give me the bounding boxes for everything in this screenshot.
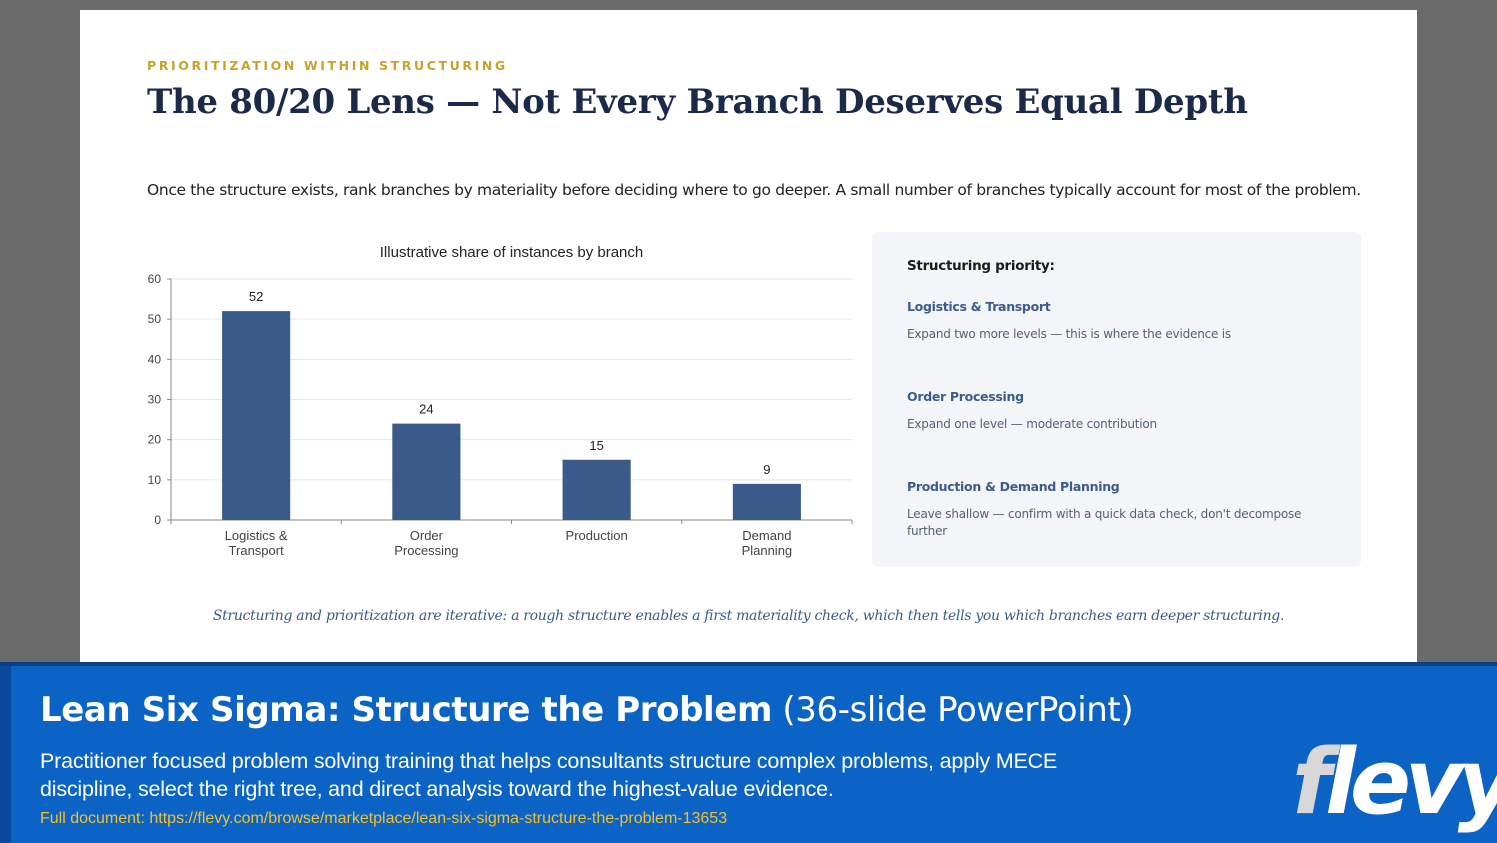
priority-item-desc: Expand one level — moderate contribution bbox=[907, 417, 1157, 431]
logo-letters: levy bbox=[1325, 730, 1497, 835]
bar-value-label: 15 bbox=[589, 438, 603, 453]
priority-item-desc: Expand two more levels — this is where t… bbox=[907, 327, 1231, 341]
priority-item-title: Order Processing bbox=[907, 389, 1024, 404]
y-tick-label: 10 bbox=[148, 473, 162, 487]
bar bbox=[392, 423, 461, 520]
y-tick-label: 30 bbox=[148, 393, 162, 407]
priority-item-title: Production & Demand Planning bbox=[907, 479, 1120, 494]
footer-description: Practitioner focused problem solving tra… bbox=[40, 749, 1058, 801]
slide-intro: Once the structure exists, rank branches… bbox=[147, 181, 1361, 199]
bar-value-label: 52 bbox=[249, 289, 263, 304]
slide-footnote: Structuring and prioritization are itera… bbox=[212, 608, 1285, 624]
x-tick-label: Demand bbox=[742, 528, 791, 543]
promo-footer bbox=[0, 662, 1497, 843]
priority-item: Logistics & Transport Expand two more le… bbox=[907, 299, 1327, 343]
panel-heading: Structuring priority: bbox=[907, 258, 1055, 274]
priority-item: Production & Demand Planning Leave shall… bbox=[907, 479, 1307, 540]
footer-accent bbox=[0, 666, 11, 843]
y-tick-label: 60 bbox=[148, 272, 162, 286]
footer-title-light: (36-slide PowerPoint) bbox=[782, 690, 1134, 730]
slide: PRIORITIZATION WITHIN STRUCTURING The 80… bbox=[80, 10, 1417, 665]
slide-title: The 80/20 Lens — Not Every Branch Deserv… bbox=[147, 82, 1248, 122]
y-tick-label: 50 bbox=[148, 312, 162, 326]
x-tick-label: Transport bbox=[229, 543, 285, 558]
logo-letter-f: f bbox=[1292, 730, 1331, 835]
priority-panel: Structuring priority: Logistics & Transp… bbox=[872, 232, 1361, 567]
y-tick-label: 40 bbox=[148, 352, 162, 366]
x-tick-label: Production bbox=[566, 528, 628, 543]
bar-value-label: 24 bbox=[419, 402, 433, 417]
bar-chart: Illustrative share of instances by branc… bbox=[148, 244, 853, 558]
priority-item-title: Logistics & Transport bbox=[907, 299, 1051, 314]
bar bbox=[732, 483, 801, 520]
footer-title-bold: Lean Six Sigma: Structure the Problem bbox=[40, 690, 772, 730]
bar bbox=[222, 311, 291, 520]
y-tick-label: 0 bbox=[154, 513, 161, 527]
x-tick-label: Order bbox=[410, 528, 444, 543]
slide-eyebrow: PRIORITIZATION WITHIN STRUCTURING bbox=[147, 58, 508, 73]
x-tick-label: Processing bbox=[394, 543, 458, 558]
bar bbox=[562, 459, 631, 520]
x-tick-label: Planning bbox=[742, 543, 793, 558]
footer-divider bbox=[0, 662, 1497, 666]
priority-item-desc: Leave shallow — confirm with a quick dat… bbox=[907, 507, 1302, 538]
y-tick-label: 20 bbox=[148, 433, 162, 447]
bar-value-label: 9 bbox=[763, 462, 770, 477]
priority-item: Order Processing Expand one level — mode… bbox=[907, 389, 1327, 433]
footer-title: Lean Six Sigma: Structure the Problem (3… bbox=[40, 690, 1134, 730]
chart-title: Illustrative share of instances by branc… bbox=[380, 244, 643, 261]
x-tick-label: Logistics & bbox=[225, 528, 288, 543]
document-link[interactable]: Full document: https://flevy.com/browse/… bbox=[40, 810, 728, 827]
flevy-logo[interactable]: flevy bbox=[1292, 730, 1497, 835]
